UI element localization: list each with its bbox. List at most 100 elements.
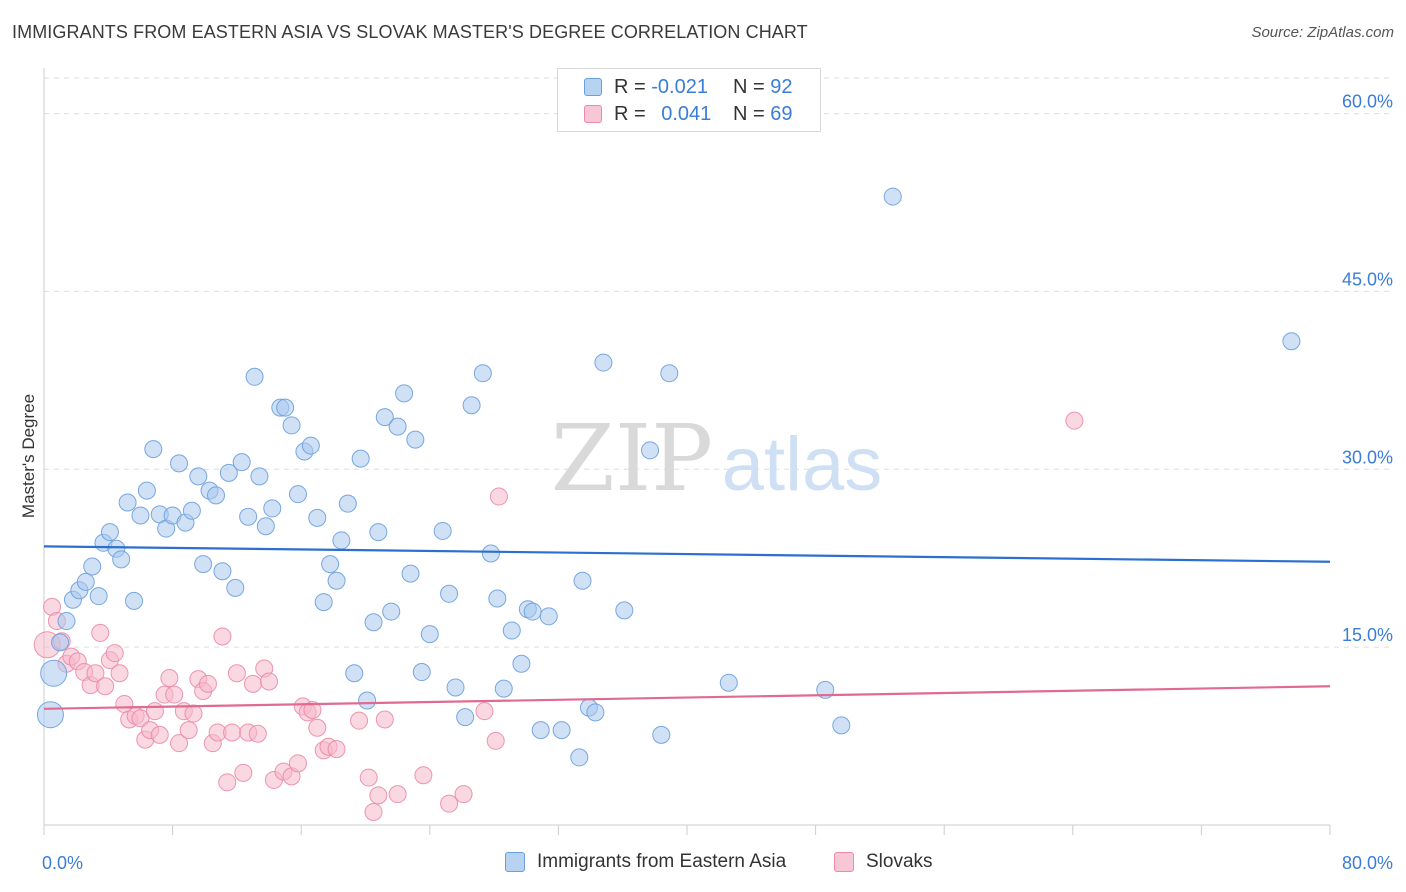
- legend-swatch-pink: [834, 852, 854, 872]
- data-point-slovaks: [375, 710, 394, 729]
- data-point-eastern-asia: [345, 664, 364, 683]
- data-point-eastern-asia: [36, 701, 64, 729]
- data-point-eastern-asia: [189, 467, 208, 486]
- data-point-slovaks: [198, 674, 217, 693]
- y-axis-label: Master's Degree: [19, 394, 38, 518]
- trend-line-slovaks: [43, 685, 1331, 710]
- correlation-legend: R = -0.021 N = 92 R = 0.041 N = 69: [557, 68, 821, 132]
- data-point-slovaks: [213, 627, 232, 646]
- data-point-eastern-asia: [395, 384, 414, 403]
- legend-r-label: R =: [614, 75, 652, 98]
- data-point-slovaks: [184, 704, 203, 723]
- data-point-eastern-asia: [308, 508, 327, 527]
- data-point-slovaks: [248, 724, 267, 743]
- data-point-eastern-asia: [494, 679, 513, 698]
- legend-n-value: 92: [770, 75, 793, 98]
- data-point-eastern-asia: [401, 564, 420, 583]
- axes: [43, 68, 1331, 835]
- data-point-eastern-asia: [570, 748, 589, 767]
- data-point-slovaks: [486, 731, 505, 750]
- legend-label-slovaks: Slovaks: [866, 851, 933, 872]
- trend-line-eastern-asia: [43, 545, 1331, 563]
- x-tick-label: 0.0%: [42, 853, 83, 873]
- data-point-eastern-asia: [369, 523, 388, 542]
- data-point-eastern-asia: [358, 691, 377, 710]
- series-legend: Immigrants from Eastern Asia Slovaks: [0, 851, 1406, 879]
- data-point-eastern-asia: [351, 449, 370, 468]
- data-point-eastern-asia: [76, 572, 95, 591]
- data-point-slovaks: [86, 664, 105, 683]
- data-point-eastern-asia: [652, 725, 671, 744]
- data-point-eastern-asia: [332, 531, 351, 550]
- data-point-eastern-asia: [144, 440, 163, 459]
- data-point-eastern-asia: [481, 544, 500, 563]
- data-point-eastern-asia: [420, 625, 439, 644]
- data-point-eastern-asia: [219, 463, 238, 482]
- data-point-eastern-asia: [586, 703, 605, 722]
- data-point-slovaks: [308, 718, 327, 737]
- data-point-eastern-asia: [137, 481, 156, 500]
- data-point-slovaks: [489, 487, 508, 506]
- data-point-eastern-asia: [194, 555, 213, 574]
- data-point-eastern-asia: [531, 721, 550, 740]
- data-point-eastern-asia: [182, 501, 201, 520]
- data-point-eastern-asia: [118, 493, 137, 512]
- data-point-slovaks: [350, 711, 369, 730]
- legend-r-value: 0.041: [661, 102, 712, 125]
- grid-lines: [44, 77, 1392, 648]
- source-label: Source: ZipAtlas.com: [1251, 24, 1394, 41]
- data-point-eastern-asia: [473, 364, 492, 383]
- data-point-slovaks: [96, 677, 115, 696]
- data-point-slovaks: [218, 773, 237, 792]
- data-point-slovaks: [388, 785, 407, 804]
- legend-r-eastern-asia: R = -0.021: [614, 76, 719, 99]
- data-point-eastern-asia: [641, 441, 660, 460]
- data-point-slovaks: [414, 766, 433, 785]
- y-tick-label: 60.0%: [1342, 92, 1393, 112]
- data-point-eastern-asia: [263, 499, 282, 518]
- data-point-eastern-asia: [488, 589, 507, 608]
- data-point-slovaks: [160, 668, 179, 687]
- data-point-eastern-asia: [327, 571, 346, 590]
- series-eastern-asia-points: [36, 187, 1301, 767]
- trend-lines: [43, 545, 1331, 710]
- legend-item-eastern-asia[interactable]: Immigrants from Eastern Asia: [505, 851, 786, 873]
- data-point-eastern-asia: [832, 716, 851, 735]
- legend-n-label: N =: [733, 75, 771, 98]
- data-point-eastern-asia: [112, 550, 131, 569]
- data-point-eastern-asia: [364, 613, 383, 632]
- legend-n-value: 69: [770, 102, 793, 125]
- data-point-slovaks: [131, 709, 150, 728]
- legend-swatch-blue: [584, 78, 602, 96]
- legend-row-slovaks: R = 0.041 N = 69: [558, 101, 793, 127]
- legend-r-slovaks: R = 0.041: [614, 103, 719, 126]
- data-point-eastern-asia: [719, 673, 738, 692]
- data-point-slovaks: [364, 802, 383, 821]
- data-point-eastern-asia: [125, 591, 144, 610]
- data-point-eastern-asia: [462, 396, 481, 415]
- y-tick-label: 45.0%: [1342, 269, 1393, 289]
- data-point-eastern-asia: [338, 494, 357, 513]
- data-point-eastern-asia: [1282, 332, 1301, 351]
- data-point-eastern-asia: [440, 584, 459, 603]
- legend-item-slovaks[interactable]: Slovaks: [834, 851, 933, 873]
- data-point-eastern-asia: [594, 353, 613, 372]
- data-point-eastern-asia: [83, 557, 102, 576]
- data-point-eastern-asia: [321, 555, 340, 574]
- data-point-eastern-asia: [226, 578, 245, 597]
- data-point-eastern-asia: [375, 408, 394, 427]
- data-point-slovaks: [260, 672, 279, 691]
- data-point-eastern-asia: [615, 601, 634, 620]
- data-point-slovaks: [145, 702, 164, 721]
- data-point-slovaks: [223, 723, 242, 742]
- data-point-eastern-asia: [100, 523, 119, 542]
- data-point-eastern-asia: [170, 454, 189, 473]
- data-point-eastern-asia: [57, 612, 76, 631]
- legend-n-eastern-asia: N = 92: [733, 76, 793, 99]
- chart-title: IMMIGRANTS FROM EASTERN ASIA VS SLOVAK M…: [12, 22, 808, 42]
- data-point-eastern-asia: [301, 436, 320, 455]
- data-point-eastern-asia: [552, 721, 571, 740]
- legend-row-eastern-asia: R = -0.021 N = 92: [558, 74, 793, 100]
- legend-n-label: N =: [733, 102, 771, 125]
